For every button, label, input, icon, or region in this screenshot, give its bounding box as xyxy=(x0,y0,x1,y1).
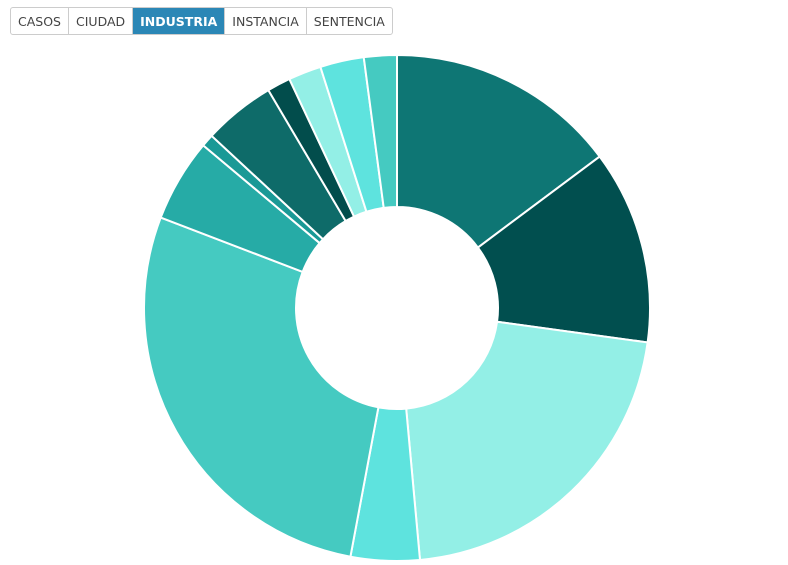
slice xyxy=(405,320,649,562)
slice xyxy=(362,53,398,209)
tab-bar: CASOS CIUDAD INDUSTRIA INSTANCIA SENTENCIA xyxy=(10,7,393,35)
tab[interactable]: CIUDAD xyxy=(68,8,132,34)
slice xyxy=(476,155,651,344)
tab[interactable]: SENTENCIA xyxy=(305,8,392,34)
slice xyxy=(396,53,602,249)
tab[interactable]: INDUSTRIA xyxy=(132,8,225,34)
slice xyxy=(143,216,380,558)
tab[interactable]: CASOS xyxy=(18,14,61,29)
tab[interactable]: INSTANCIA xyxy=(224,8,306,34)
